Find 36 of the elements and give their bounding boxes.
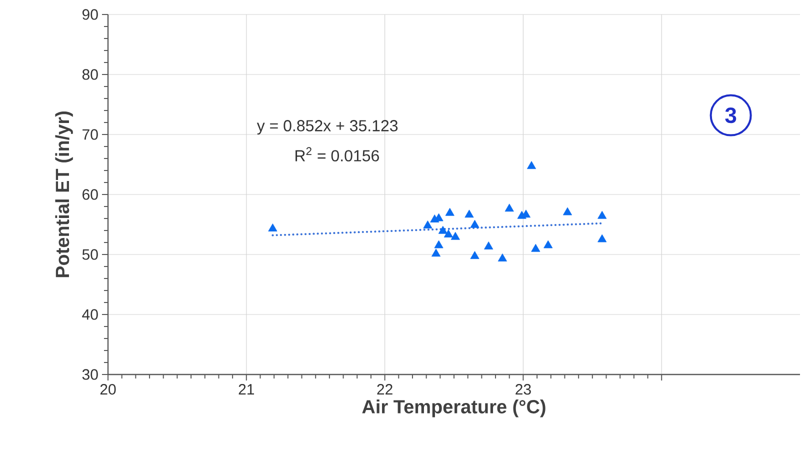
annotation: y = 0.852x + 35.123 — [256, 120, 398, 135]
x-tick-label: 23 — [516, 384, 531, 395]
point — [438, 226, 448, 234]
y-tick-label: 50 — [82, 249, 98, 260]
point — [562, 207, 572, 216]
point — [423, 220, 432, 228]
point — [504, 204, 514, 212]
point — [544, 240, 553, 248]
point — [531, 244, 540, 252]
point — [431, 248, 441, 257]
point — [470, 220, 480, 228]
x-axis-title: Air Temperature (°C) — [362, 400, 546, 418]
point — [268, 224, 278, 232]
point — [444, 230, 453, 238]
point — [464, 210, 474, 218]
y-tick-label: 80 — [82, 69, 98, 80]
point — [484, 242, 494, 250]
point — [498, 254, 507, 262]
x-tick-label: 22 — [377, 384, 392, 395]
y-tick-label: 90 — [82, 9, 98, 20]
annotation: R$^{2}$ = 0.0156 — [296, 147, 379, 162]
point — [445, 208, 454, 216]
point — [598, 234, 607, 242]
point — [434, 240, 444, 248]
x-tick-label: 21 — [238, 384, 254, 395]
annotation: 3 — [725, 107, 736, 124]
y-tick-label: 60 — [82, 189, 98, 200]
point — [526, 161, 536, 169]
y-tick-label: 70 — [82, 129, 98, 140]
point — [598, 210, 607, 219]
y-tick-label: 40 — [82, 309, 98, 320]
point — [470, 251, 480, 259]
y-axis-title: Potential ET (in/yr) — [55, 112, 73, 278]
x-tick-label: 20 — [100, 384, 116, 395]
y-tick-label: 30 — [82, 369, 98, 380]
point — [450, 232, 460, 240]
